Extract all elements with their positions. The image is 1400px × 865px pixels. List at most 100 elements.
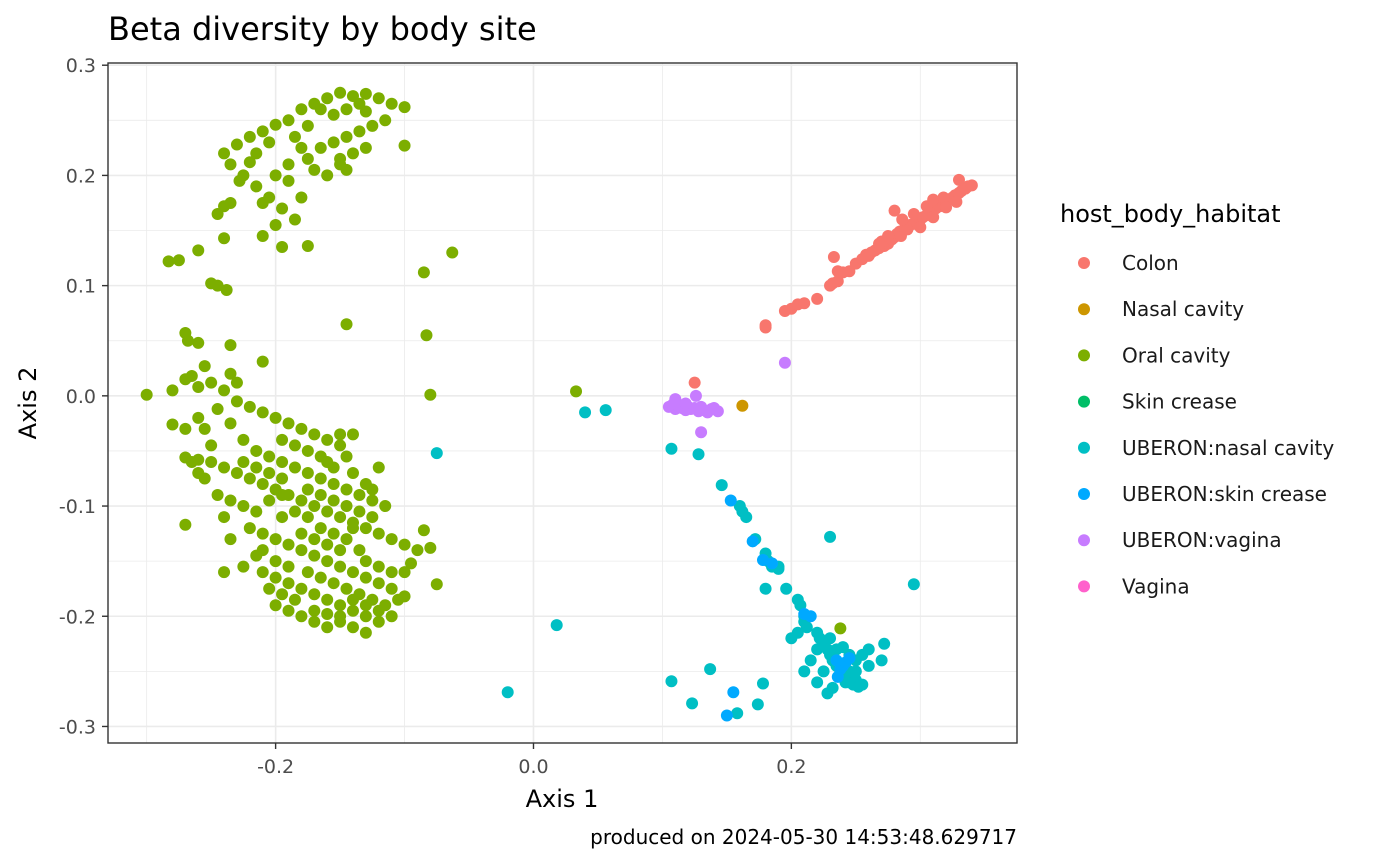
x-axis-ticks: -0.2 0.0 0.2 <box>257 743 806 778</box>
point-colon <box>811 292 824 305</box>
point-oral-cavity <box>398 139 411 152</box>
point-oral-cavity <box>224 367 237 380</box>
point-oral-cavity <box>243 472 256 485</box>
point-oral-cavity <box>346 593 359 606</box>
legend-label-uberon-skin-crease: UBERON:skin crease <box>1122 482 1327 506</box>
point-oral-cavity <box>346 522 359 535</box>
x-axis-title: Axis 1 <box>526 785 599 813</box>
point-oral-cavity <box>340 582 353 595</box>
point-oral-cavity <box>314 141 327 154</box>
point-oral-cavity <box>288 130 301 143</box>
point-oral-cavity <box>366 483 379 496</box>
point-uberon-nasal-cavity <box>878 637 891 650</box>
point-uberon-nasal-cavity <box>817 665 830 678</box>
point-oral-cavity <box>372 92 385 105</box>
legend-label-nasal-cavity: Nasal cavity <box>1122 297 1244 321</box>
point-colon <box>860 248 873 261</box>
point-oral-cavity <box>301 119 314 132</box>
point-oral-cavity <box>243 400 256 413</box>
legend-label-skin-crease: Skin crease <box>1122 390 1237 414</box>
point-oral-cavity <box>327 136 340 149</box>
point-oral-cavity <box>446 246 459 259</box>
point-oral-cavity <box>321 455 334 468</box>
point-oral-cavity <box>417 266 430 279</box>
point-oral-cavity <box>308 500 321 513</box>
point-uberon-vagina <box>669 393 682 406</box>
y-tick-label: -0.2 <box>59 606 96 628</box>
point-uberon-vagina <box>695 426 708 439</box>
point-oral-cavity <box>282 604 295 617</box>
point-colon <box>952 173 965 186</box>
legend: host_body_habitat Colon Nasal cavity Oral … <box>1060 200 1334 598</box>
point-oral-cavity <box>269 118 282 131</box>
point-oral-cavity <box>411 544 424 557</box>
point-oral-cavity <box>237 455 250 468</box>
point-uberon-nasal-cavity <box>740 511 753 524</box>
point-oral-cavity <box>295 544 308 557</box>
point-colon <box>927 211 940 224</box>
point-oral-cavity <box>340 450 353 463</box>
point-uberon-nasal-cavity <box>501 686 514 699</box>
point-oral-cavity <box>276 241 289 254</box>
chart-title: Beta diversity by body site <box>108 10 537 48</box>
point-oral-cavity <box>166 384 179 397</box>
point-colon <box>759 319 772 332</box>
legend-key-uberon-vagina <box>1078 534 1090 547</box>
point-colon <box>940 201 953 214</box>
point-oral-cavity <box>205 439 218 452</box>
point-uberon-nasal-cavity <box>856 678 869 691</box>
point-oral-cavity <box>334 599 347 612</box>
point-colon <box>827 250 840 263</box>
point-oral-cavity <box>192 336 205 349</box>
point-oral-cavity <box>321 608 334 621</box>
point-oral-cavity <box>250 147 263 160</box>
point-uberon-nasal-cavity <box>798 665 811 678</box>
point-oral-cavity <box>198 422 211 435</box>
point-oral-cavity <box>250 461 263 474</box>
point-oral-cavity <box>372 560 385 573</box>
point-oral-cavity <box>301 444 314 457</box>
legend-key-uberon-nasal-cavity <box>1078 441 1090 454</box>
point-oral-cavity <box>295 422 308 435</box>
point-colon <box>907 207 920 220</box>
point-oral-cavity <box>282 114 295 127</box>
point-oral-cavity <box>340 103 353 116</box>
plot-border <box>107 62 1018 744</box>
point-oral-cavity <box>321 621 334 634</box>
point-oral-cavity <box>243 156 256 169</box>
point-oral-cavity <box>424 541 437 554</box>
point-oral-cavity <box>295 610 308 623</box>
point-uberon-nasal-cavity <box>665 442 678 455</box>
point-uberon-skin-crease <box>746 535 759 548</box>
point-oral-cavity <box>430 578 443 591</box>
point-uberon-nasal-cavity <box>756 677 769 690</box>
point-oral-cavity <box>250 444 263 457</box>
point-oral-cavity <box>288 505 301 518</box>
point-oral-cavity <box>366 494 379 507</box>
y-tick-label: -0.3 <box>59 716 96 738</box>
point-oral-cavity <box>224 417 237 430</box>
point-oral-cavity <box>340 130 353 143</box>
point-uberon-skin-crease <box>724 494 737 507</box>
legend-key-vagina <box>1078 580 1090 593</box>
point-oral-cavity <box>140 388 153 401</box>
legend-key-uberon-skin-crease <box>1078 488 1090 500</box>
point-oral-cavity <box>256 478 269 491</box>
point-uberon-nasal-cavity <box>759 582 772 595</box>
point-oral-cavity <box>230 138 243 151</box>
point-oral-cavity <box>218 566 231 579</box>
point-oral-cavity <box>237 560 250 573</box>
point-colon <box>831 265 844 278</box>
legend-label-oral-cavity: Oral cavity <box>1122 343 1231 367</box>
point-oral-cavity <box>263 494 276 507</box>
point-oral-cavity <box>218 511 231 524</box>
point-oral-cavity <box>359 522 372 535</box>
point-oral-cavity <box>288 439 301 452</box>
point-oral-cavity <box>256 196 269 209</box>
point-uberon-skin-crease <box>831 670 844 683</box>
point-oral-cavity <box>288 213 301 226</box>
point-oral-cavity <box>417 524 430 537</box>
point-oral-cavity <box>372 527 385 540</box>
point-oral-cavity <box>269 169 282 182</box>
